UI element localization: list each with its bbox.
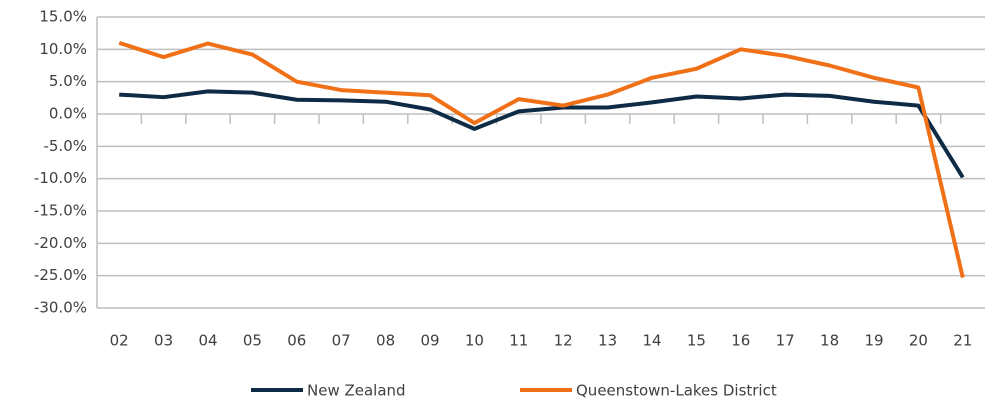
x-tick-label: 09 — [420, 332, 439, 350]
x-tick-label: 05 — [243, 332, 262, 350]
y-tick-label: -5.0% — [43, 137, 87, 155]
y-tick-label: 10.0% — [39, 40, 87, 58]
x-tick-label: 14 — [642, 332, 661, 350]
x-tick-label: 06 — [287, 332, 306, 350]
x-tick-label: 17 — [776, 332, 795, 350]
y-tick-label: -30.0% — [34, 299, 87, 317]
y-tick-label: 15.0% — [39, 8, 87, 26]
x-tick-label: 13 — [598, 332, 617, 350]
x-tick-label: 04 — [198, 332, 217, 350]
x-tick-label: 16 — [731, 332, 750, 350]
y-tick-label: -10.0% — [34, 169, 87, 187]
y-tick-label: -25.0% — [34, 266, 87, 284]
series-line — [119, 89, 965, 179]
series-line — [118, 40, 965, 279]
x-tick-label: 21 — [953, 332, 972, 350]
legend-label: Queenstown-Lakes District — [576, 382, 777, 400]
x-tick-label: 20 — [909, 332, 928, 350]
x-tick-label: 08 — [376, 332, 395, 350]
y-tick-label: -15.0% — [34, 202, 87, 220]
x-tick-label: 10 — [465, 332, 484, 350]
y-tick-label: 0.0% — [49, 105, 87, 123]
x-tick-label: 02 — [110, 332, 129, 350]
x-tick-label: 07 — [332, 332, 351, 350]
x-tick-label: 19 — [864, 332, 883, 350]
x-tick-label: 12 — [554, 332, 573, 350]
x-tick-label: 15 — [687, 332, 706, 350]
x-tick-label: 03 — [154, 332, 173, 350]
y-tick-label: -20.0% — [34, 234, 87, 252]
x-tick-label: 18 — [820, 332, 839, 350]
y-tick-label: 5.0% — [49, 72, 87, 90]
legend-label: New Zealand — [307, 382, 406, 400]
x-tick-label: 11 — [509, 332, 528, 350]
